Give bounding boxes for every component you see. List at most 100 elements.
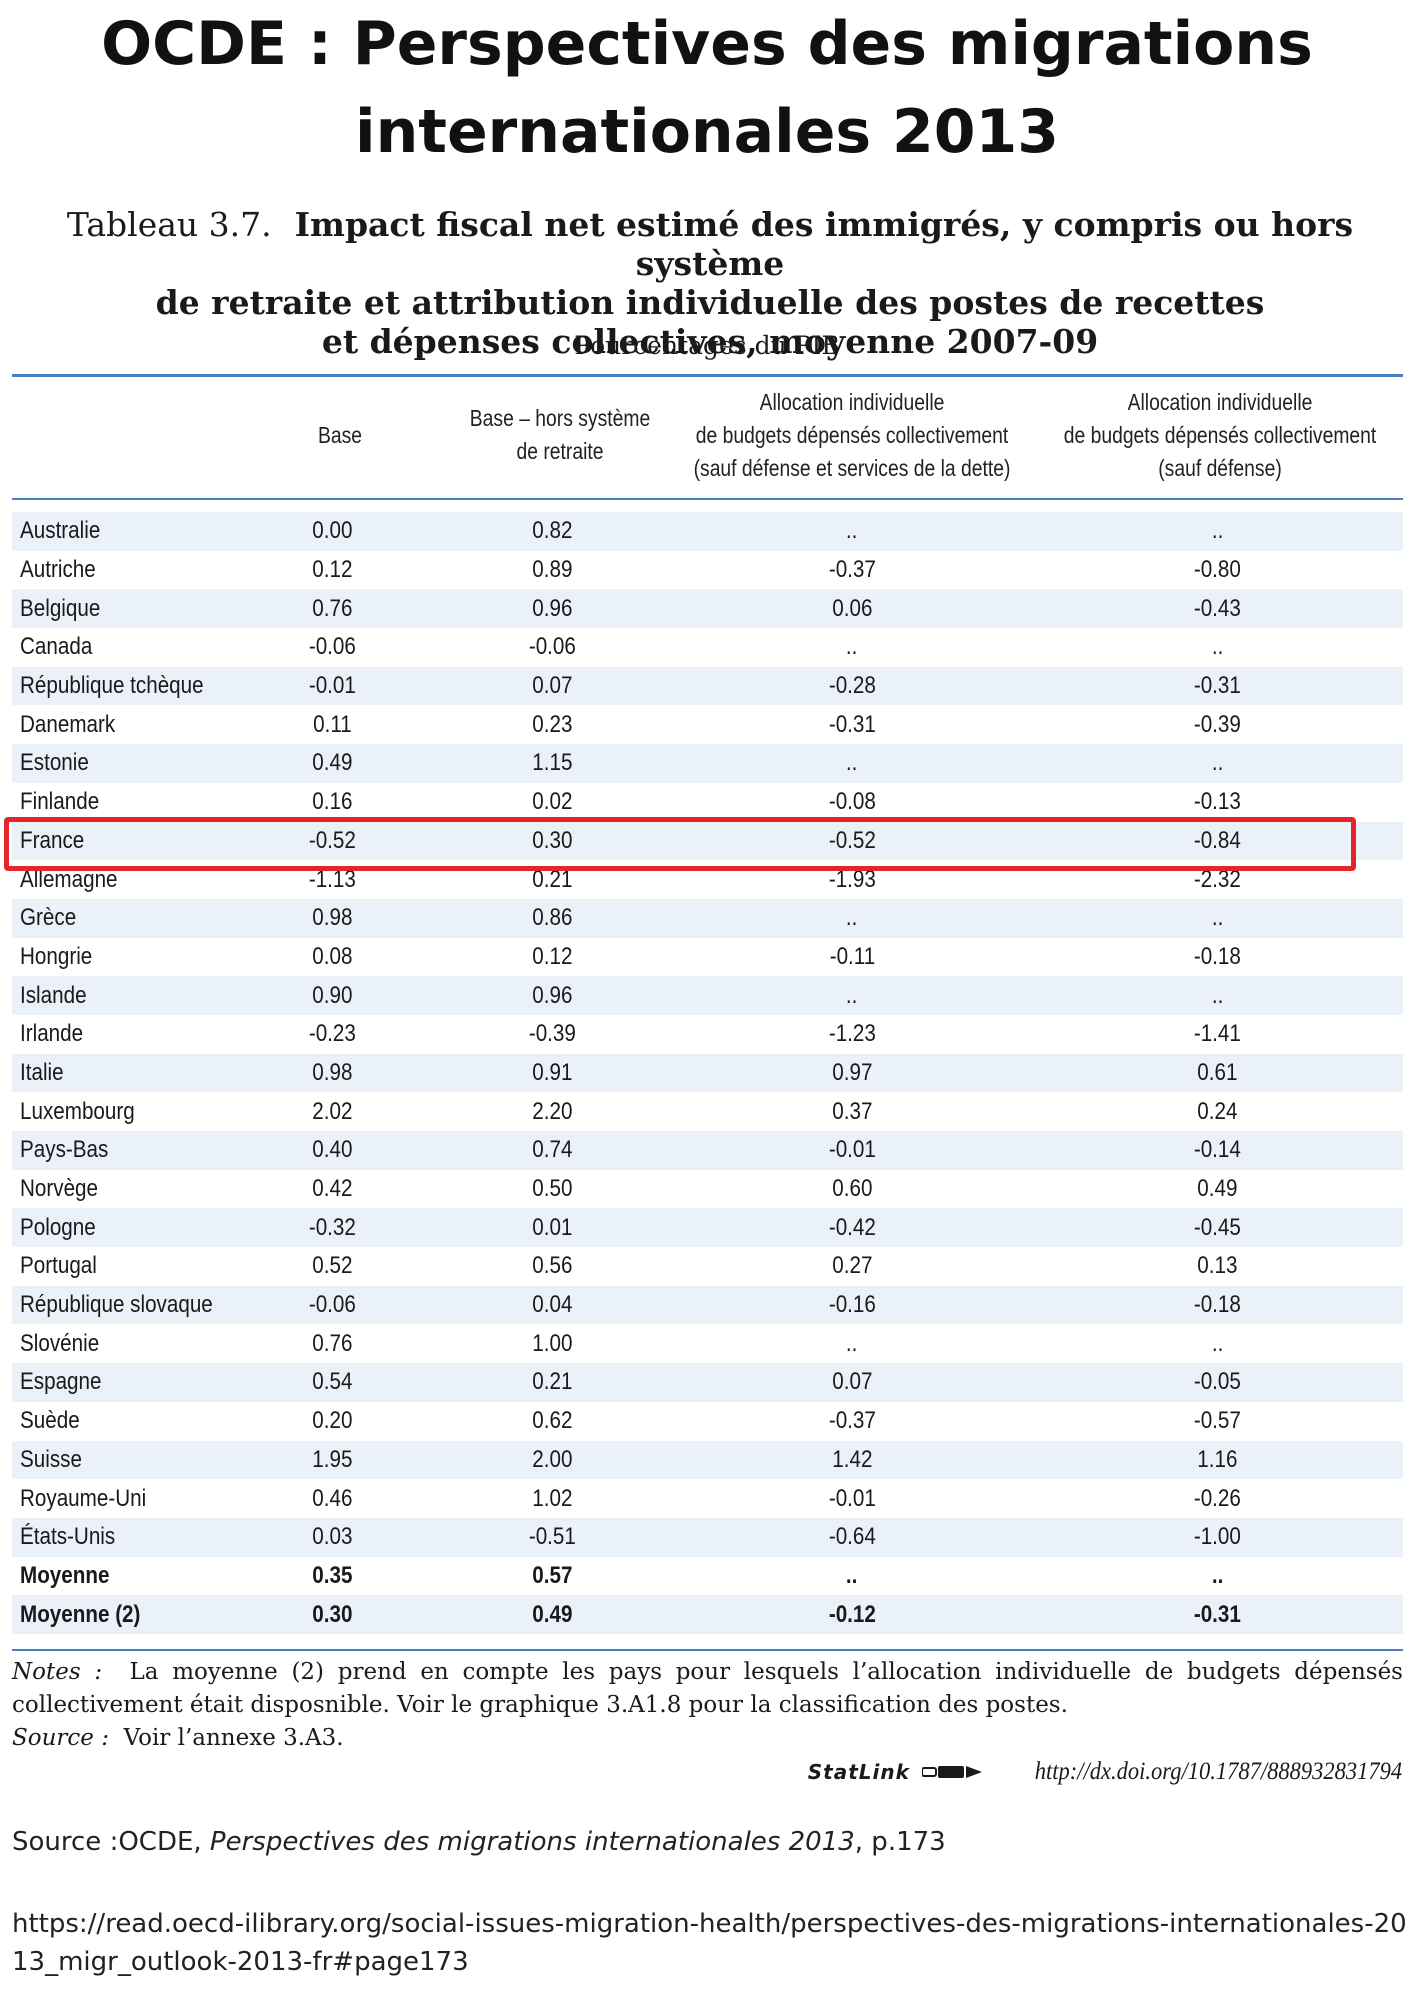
cell-alloc-defense: -0.18 <box>1032 937 1403 977</box>
cell-alloc-defense-value: -0.26 <box>1193 1484 1242 1512</box>
table-row: Estonie 0.49 1.15.... <box>12 744 1403 783</box>
cell-alloc-defense-value: -0.84 <box>1193 826 1242 854</box>
source-label: Source : <box>12 1725 109 1751</box>
cell-country-value: Moyenne <box>20 1561 110 1589</box>
cell-alloc-dette-value: 0.37 <box>831 1097 873 1125</box>
cell-alloc-dette: 0.06 <box>672 589 1032 629</box>
cell-base: 0.42 <box>232 1169 432 1209</box>
cell-alloc-defense-value: -0.14 <box>1193 1136 1242 1164</box>
cell-alloc-defense: -0.31 <box>1032 1595 1403 1634</box>
cell-alloc-defense: -0.14 <box>1032 1131 1403 1170</box>
footer-source-suffix: , p.173 <box>854 1827 946 1857</box>
table-row: Pologne -0.32 0.01 -0.42 -0.45 <box>12 1208 1403 1248</box>
footer-source-prefix: Source :OCDE, <box>12 1827 210 1857</box>
column-header-alloc-dette-line-2: de budgets dépensés collectivement <box>695 422 1009 448</box>
cell-hors-retraite-value: 0.12 <box>531 942 573 970</box>
cell-alloc-defense: -1.41 <box>1032 1014 1403 1054</box>
cell-base-value: 0.76 <box>311 1329 353 1357</box>
column-header-hors-retraite-line-2: de retraite <box>516 438 604 464</box>
cell-alloc-defense-value: -1.41 <box>1193 1020 1242 1048</box>
footer-source-work: Perspectives des migrations internationa… <box>209 1827 855 1857</box>
cell-country: Luxembourg <box>12 1092 232 1131</box>
statlink-url[interactable]: http://dx.doi.org/10.1787/888932831794 <box>1034 1758 1402 1785</box>
cell-hors-retraite-value: 0.07 <box>531 672 573 700</box>
cell-base-value: 1.95 <box>311 1445 353 1473</box>
cell-hors-retraite: 0.82 <box>432 512 672 551</box>
cell-alloc-dette: -0.31 <box>672 705 1032 745</box>
cell-alloc-dette-value: -0.08 <box>828 788 876 816</box>
cell-base: 0.90 <box>232 976 432 1015</box>
cell-base-value: 0.40 <box>311 1136 353 1164</box>
table-row: Finlande 0.16 0.02 -0.08 -0.13 <box>12 782 1403 822</box>
cell-base: 0.52 <box>232 1247 432 1286</box>
cell-base: 0.11 <box>232 705 432 745</box>
cell-hors-retraite-value: 0.49 <box>531 1600 573 1628</box>
cell-country: Norvège <box>12 1169 232 1209</box>
cell-base-value: 0.00 <box>311 517 353 545</box>
cell-alloc-dette-value: -0.28 <box>828 672 876 700</box>
cell-base: 0.54 <box>232 1363 432 1402</box>
data-table: Australie 0.00 0.82.... Autriche 0.12 0.89 -0.… <box>12 512 1403 1634</box>
cell-country: Belgique <box>12 589 232 629</box>
table-notes: Notes : La moyenne (2) prend en compte l… <box>12 1656 1403 1755</box>
cell-country-value: République slovaque <box>20 1291 213 1319</box>
cell-hors-retraite: -0.39 <box>432 1014 672 1054</box>
cell-alloc-dette-value: 1.42 <box>831 1445 873 1473</box>
cell-country: Finlande <box>12 782 232 822</box>
cell-alloc-defense: .. <box>1032 898 1403 938</box>
cell-base: 0.08 <box>232 937 432 977</box>
cell-country-value: Suède <box>20 1407 80 1435</box>
cell-hors-retraite-value: 1.02 <box>531 1484 573 1512</box>
cell-base: 0.20 <box>232 1401 432 1441</box>
cell-hors-retraite-value: 1.00 <box>531 1329 573 1357</box>
footer-url[interactable]: https://read.oecd-ilibrary.org/social-is… <box>12 1909 1407 1977</box>
cell-alloc-defense-value: -0.13 <box>1193 788 1242 816</box>
cell-alloc-dette-value: .. <box>846 904 858 932</box>
cell-country: République tchèque <box>12 666 232 706</box>
table-row: Luxembourg 2.02 2.20 0.37 0.24 <box>12 1092 1403 1131</box>
cell-base-value: 0.16 <box>311 788 353 816</box>
cell-alloc-defense: -0.39 <box>1032 705 1403 745</box>
cell-hors-retraite: 2.20 <box>432 1092 672 1131</box>
cell-country-value: Moyenne (2) <box>20 1600 141 1628</box>
table-row: Suède 0.20 0.62 -0.37 -0.57 <box>12 1401 1403 1441</box>
cell-base: 0.98 <box>232 898 432 938</box>
cell-base: 0.98 <box>232 1053 432 1093</box>
cell-alloc-dette: .. <box>672 744 1032 783</box>
cell-alloc-defense: 0.49 <box>1032 1169 1403 1209</box>
cell-alloc-dette-value: -0.11 <box>829 942 875 970</box>
cell-base: -0.06 <box>232 628 432 667</box>
cell-base: 0.12 <box>232 550 432 590</box>
cell-alloc-defense-value: -0.39 <box>1193 710 1242 738</box>
cell-alloc-defense-value: -0.31 <box>1193 672 1242 700</box>
cell-alloc-dette-value: .. <box>846 633 858 661</box>
cell-alloc-dette-value: 0.27 <box>831 1252 873 1280</box>
cell-hors-retraite-value: 0.02 <box>531 788 573 816</box>
cell-alloc-defense: .. <box>1032 628 1403 667</box>
cell-hors-retraite-value: 0.01 <box>531 1213 573 1241</box>
cell-base: 0.49 <box>232 744 432 783</box>
cell-alloc-defense-value: -0.18 <box>1193 1291 1242 1319</box>
cell-country-value: Portugal <box>20 1252 97 1280</box>
cell-country: Italie <box>12 1053 232 1093</box>
table-title: Tableau 3.7. Impact fiscal net estimé de… <box>20 205 1400 361</box>
table-row: Suisse 1.95 2.00 1.42 1.16 <box>12 1440 1403 1480</box>
cell-country-value: République tchèque <box>20 672 204 700</box>
cell-base-value: 0.76 <box>311 594 353 622</box>
cell-alloc-defense-value: 0.61 <box>1197 1058 1238 1086</box>
cell-alloc-dette-value: .. <box>846 517 858 545</box>
cell-alloc-defense-value: 0.49 <box>1197 1175 1238 1203</box>
cell-alloc-defense: -0.26 <box>1032 1479 1403 1518</box>
cell-country: Canada <box>12 628 232 667</box>
cell-hors-retraite-value: 0.96 <box>531 981 573 1009</box>
cell-alloc-dette: .. <box>672 512 1032 551</box>
cell-country-value: Slovénie <box>20 1329 100 1357</box>
table-row: Slovénie 0.76 1.00.... <box>12 1324 1403 1364</box>
cell-hors-retraite: 0.12 <box>432 937 672 977</box>
cell-alloc-defense-value: -0.57 <box>1193 1407 1242 1435</box>
cell-hors-retraite: 1.15 <box>432 744 672 783</box>
cell-base: 0.76 <box>232 589 432 629</box>
cell-base-value: -0.01 <box>308 672 356 700</box>
cell-hors-retraite-value: -0.06 <box>528 633 576 661</box>
cell-hors-retraite: 0.49 <box>432 1595 672 1634</box>
